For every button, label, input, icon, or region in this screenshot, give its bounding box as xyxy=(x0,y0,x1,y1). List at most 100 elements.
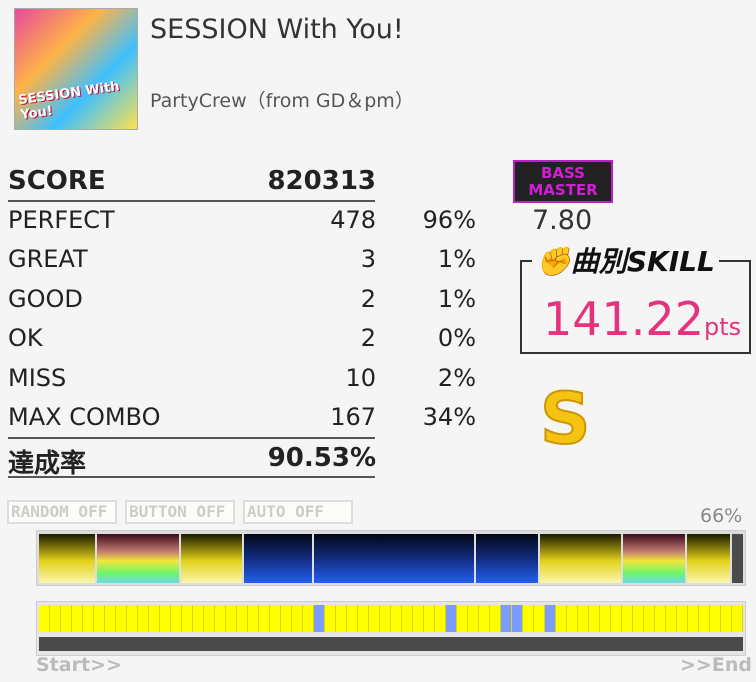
divider xyxy=(8,436,375,439)
stat-row: OK 2 0% xyxy=(8,318,476,358)
stat-value: 2 xyxy=(360,284,376,313)
combo-cell xyxy=(325,605,336,632)
album-jacket: SESSION With You! xyxy=(14,8,138,130)
divider xyxy=(8,199,375,202)
combo-cell xyxy=(204,605,215,632)
combo-cell xyxy=(303,605,314,632)
combo-cell xyxy=(402,605,413,632)
combo-cell xyxy=(622,605,633,632)
stat-row: 達成率 90.53% xyxy=(8,437,476,479)
combo-cell xyxy=(710,605,721,632)
stat-label: PERFECT xyxy=(8,205,115,234)
combo-cell xyxy=(193,605,204,632)
combo-cell xyxy=(138,605,149,632)
combo-cell xyxy=(523,605,534,632)
stat-value: 478 xyxy=(330,205,376,234)
end-label: >>End xyxy=(680,654,752,676)
section-yellow xyxy=(540,534,621,583)
section-remaining xyxy=(732,534,743,583)
gauge-track xyxy=(39,637,743,651)
stat-label: MAX COMBO xyxy=(8,403,161,431)
combo-cell xyxy=(160,605,171,632)
combo-cell xyxy=(424,605,435,632)
combo-cell xyxy=(83,605,94,632)
auto-option: AUTO OFF xyxy=(243,500,353,524)
stat-label: GREAT xyxy=(8,245,88,273)
combo-cell xyxy=(270,605,281,632)
combo-cell xyxy=(677,605,688,632)
combo-cell-miss xyxy=(545,605,556,632)
combo-cell xyxy=(600,605,611,632)
combo-cell xyxy=(468,605,479,632)
difficulty-level: 7.80 xyxy=(532,205,593,236)
stat-percent: 2% xyxy=(437,363,476,392)
combo-cell xyxy=(589,605,600,632)
stat-row: MISS 10 2% xyxy=(8,358,476,398)
stat-row: GREAT 3 1% xyxy=(8,239,476,279)
stat-value: 3 xyxy=(360,245,376,273)
combo-cell xyxy=(721,605,732,632)
rank-badge: S xyxy=(539,377,591,461)
combo-cell-miss xyxy=(446,605,457,632)
stat-label: SCORE xyxy=(8,166,106,196)
stat-percent: 0% xyxy=(437,324,476,352)
combo-cell xyxy=(347,605,358,632)
stat-value: 90.53% xyxy=(267,442,376,473)
combo-cell xyxy=(688,605,699,632)
stat-label: GOOD xyxy=(8,284,83,313)
skill-value: 141.22pts xyxy=(543,292,742,346)
combo-cell xyxy=(39,605,50,632)
section-blue xyxy=(476,534,538,583)
section-blue xyxy=(244,534,312,583)
combo-cell xyxy=(633,605,644,632)
combo-cell xyxy=(336,605,347,632)
combo-cell xyxy=(149,605,160,632)
section-yellow xyxy=(39,534,95,583)
combo-cell xyxy=(732,605,743,632)
section-blue xyxy=(314,534,474,583)
stat-percent: 96% xyxy=(422,205,476,234)
combo-cell xyxy=(435,605,446,632)
stat-value: 167 xyxy=(330,403,376,431)
combo-cell xyxy=(699,605,710,632)
stat-value: 10 xyxy=(345,363,376,392)
combo-cell xyxy=(666,605,677,632)
random-option: RANDOM OFF xyxy=(7,500,117,524)
stat-value: 820313 xyxy=(267,166,376,196)
combo-cell xyxy=(655,605,666,632)
combo-cell xyxy=(226,605,237,632)
combo-cell xyxy=(127,605,138,632)
combo-cell xyxy=(611,605,622,632)
stat-percent: 1% xyxy=(437,284,476,313)
combo-cell xyxy=(358,605,369,632)
stat-percent: 34% xyxy=(422,403,476,431)
combo-cell xyxy=(369,605,380,632)
difficulty-badge: BASS MASTER xyxy=(513,160,613,203)
combo-cell xyxy=(490,605,501,632)
stat-row: MAX COMBO 167 34% xyxy=(8,397,476,437)
combo-cell xyxy=(534,605,545,632)
stat-label: MISS xyxy=(8,363,67,392)
stat-label: 達成率 xyxy=(8,448,87,479)
stat-label: OK xyxy=(8,324,43,352)
combo-cell xyxy=(391,605,402,632)
combo-cell xyxy=(567,605,578,632)
combo-cell xyxy=(72,605,83,632)
combo-cell xyxy=(237,605,248,632)
stat-value: 2 xyxy=(360,324,376,352)
combo-cell xyxy=(259,605,270,632)
combo-cell xyxy=(116,605,127,632)
combo-cell xyxy=(50,605,61,632)
song-artist: PartyCrew（from GD＆pm） xyxy=(150,90,414,112)
combo-cell xyxy=(479,605,490,632)
combo-cell xyxy=(61,605,72,632)
combo-cell xyxy=(248,605,259,632)
fist-icon: ✊ xyxy=(536,245,571,278)
start-label: Start>> xyxy=(36,654,122,676)
section-yellow xyxy=(181,534,242,583)
combo-cell xyxy=(94,605,105,632)
combo-cell xyxy=(215,605,226,632)
combo-cell xyxy=(182,605,193,632)
combo-cell xyxy=(578,605,589,632)
combo-cell-miss xyxy=(501,605,512,632)
